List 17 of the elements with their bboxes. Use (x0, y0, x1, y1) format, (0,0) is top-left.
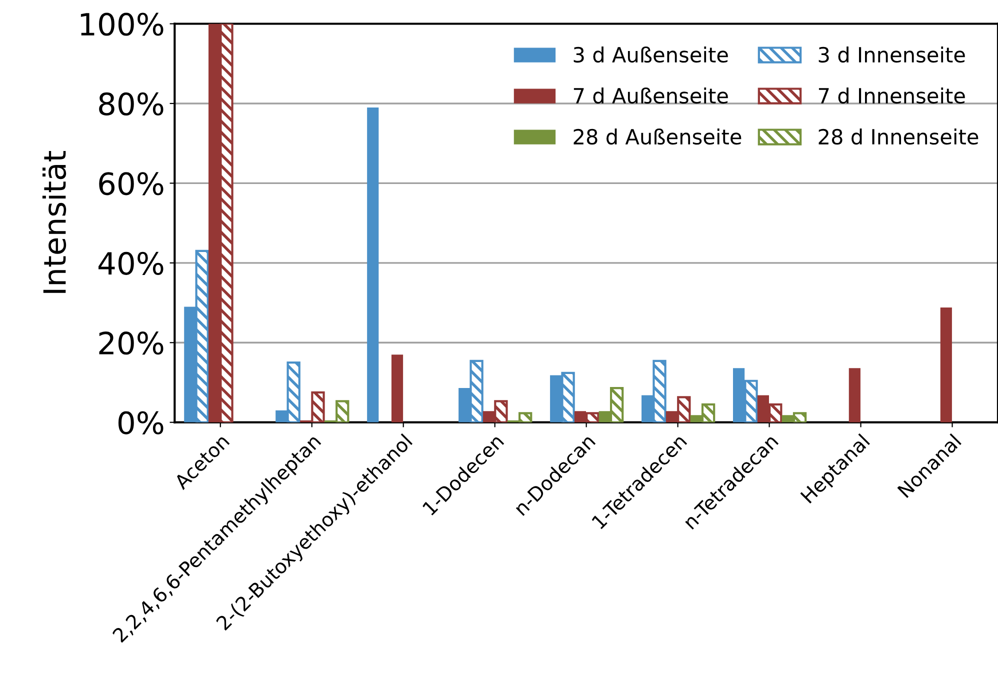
legend-label: 7 d Innenseite (818, 87, 965, 104)
legend-label: 3 d Außenseite (574, 46, 728, 63)
legend-label: 3 d Innenseite (818, 46, 965, 63)
bar (367, 107, 379, 422)
bar (848, 368, 860, 422)
y-tick-label: 40% (98, 252, 164, 275)
legend-label: 28 d Innenseite (818, 128, 978, 145)
y-tick-label: 0% (118, 411, 164, 434)
bar (940, 308, 952, 422)
y-tick-label: 60% (99, 172, 164, 196)
y-tick-label: 100% (80, 12, 164, 36)
y-tick-label: 80% (99, 92, 164, 116)
legend-label: 7 d Außenseite (574, 87, 728, 104)
bar (391, 354, 404, 422)
y-axis-title: Intensität (42, 150, 66, 293)
y-tick-label: 20% (99, 332, 164, 355)
legend-label: 28 d Außenseite (574, 128, 742, 145)
